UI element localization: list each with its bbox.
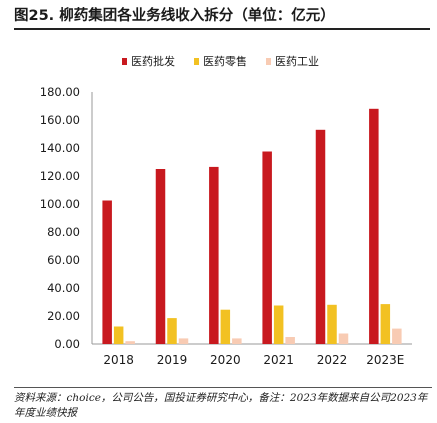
legend-label: 医药批发 (131, 54, 175, 68)
bar (167, 318, 177, 344)
legend-swatch (194, 58, 199, 65)
x-tick-label: 2020 (210, 353, 241, 367)
bar (327, 304, 337, 344)
y-tick-label: 40.00 (47, 281, 80, 295)
bar (380, 304, 391, 344)
x-tick-label: 2019 (157, 353, 188, 367)
bar (113, 326, 124, 344)
y-tick-label: 0.00 (54, 337, 80, 351)
x-tick-label: 2018 (103, 353, 134, 367)
bar (232, 338, 242, 344)
y-tick-label: 20.00 (47, 309, 80, 323)
bar-chart: 医药批发 医药零售 医药工业 0.00 20.00 40.00 60.00 80.00 100.… (40, 54, 412, 367)
figure-title: 图25. 柳药集团各业务线收入拆分（单位：亿元） (14, 4, 430, 30)
bar (209, 166, 219, 344)
source-note: 资料来源：choice，公司公告，国投证券研究中心，备注：2023年数据来自公司… (14, 387, 432, 421)
bar (369, 108, 379, 344)
source-note-text: 资料来源：choice，公司公告，国投证券研究中心，备注：2023年数据来自公司… (14, 392, 428, 419)
legend-swatch (266, 58, 271, 65)
bar (155, 169, 166, 344)
y-tick-label: 60.00 (47, 253, 80, 267)
y-tick-label: 140.00 (40, 141, 80, 155)
bar (262, 151, 272, 344)
y-tick-label: 160.00 (40, 113, 80, 127)
bar (102, 200, 112, 344)
x-tick-label: 2021 (263, 353, 294, 367)
legend-swatch (122, 58, 127, 65)
bar (178, 338, 189, 344)
legend-label: 医药零售 (203, 54, 247, 68)
bar (285, 337, 295, 344)
bar (392, 328, 402, 344)
bar (338, 333, 349, 344)
y-tick-label: 80.00 (47, 225, 80, 239)
bar (273, 305, 284, 344)
y-tick-label: 120.00 (40, 169, 80, 183)
bar (220, 309, 231, 344)
x-tick-label: 2023E (366, 353, 404, 367)
bar (125, 341, 135, 344)
bar (315, 129, 326, 344)
x-tick-label: 2022 (317, 353, 348, 367)
y-tick-label: 100.00 (40, 197, 80, 211)
y-tick-label: 180.00 (40, 85, 80, 99)
legend-label: 医药工业 (275, 55, 319, 68)
